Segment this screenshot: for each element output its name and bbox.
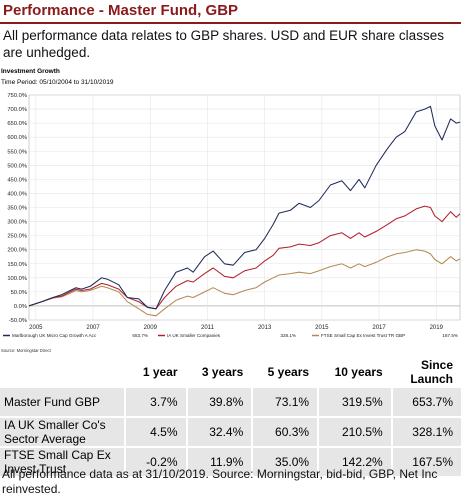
table-cell: 4.5% bbox=[123, 416, 187, 447]
title-bar: Performance - Master Fund, GBP bbox=[0, 0, 461, 24]
footnote: All performance data as at 31/10/2019. S… bbox=[2, 467, 438, 496]
table-cell: 35.0% bbox=[251, 446, 319, 476]
x-tick-label: 2015 bbox=[315, 325, 329, 331]
row-label: IA UK Smaller Co's Sector Average bbox=[0, 416, 125, 447]
y-tick-label: 0.0% bbox=[14, 304, 27, 310]
table-cell: 142.2% bbox=[317, 446, 392, 476]
legend: Marlborough UK Micro Cap Growth A Acc 653… bbox=[3, 333, 458, 338]
table-cell: 73.1% bbox=[251, 386, 319, 417]
x-axis-ticks: 2005 2007 2009 2011 2013 2015 2017 2019 bbox=[29, 325, 443, 331]
legend-value: 167.5% bbox=[442, 333, 458, 338]
y-tick-label: 600.0% bbox=[7, 135, 27, 141]
chart-title: Investment Growth bbox=[1, 68, 60, 75]
y-tick-label: 450.0% bbox=[7, 177, 27, 183]
y-tick-label: 500.0% bbox=[7, 163, 27, 169]
row-label: Master Fund GBP bbox=[0, 386, 125, 417]
table-cell: 11.9% bbox=[185, 446, 253, 476]
table-header-cell bbox=[0, 358, 125, 387]
table-row: IA UK Smaller Co's Sector Average 4.5% 3… bbox=[0, 416, 461, 447]
y-tick-label: 750.0% bbox=[7, 93, 27, 99]
x-tick-label: 2017 bbox=[372, 325, 386, 331]
investment-growth-chart: Investment Growth Time Period: 05/10/200… bbox=[1, 68, 461, 353]
y-tick-label: 650.0% bbox=[7, 121, 27, 127]
y-tick-label: 550.0% bbox=[7, 149, 27, 155]
y-tick-label: -50.0% bbox=[9, 318, 27, 324]
y-axis-ticks: -50.0% 0.0% 50.0% 100.0% 150.0% 200.0% 250.0% 3… bbox=[7, 93, 27, 324]
table-header-row: 1 year 3 years 5 years 10 years Since La… bbox=[0, 358, 461, 387]
x-tick-label: 2011 bbox=[201, 325, 215, 331]
table-cell: 3.7% bbox=[123, 386, 187, 417]
table-row: FTSE Small Cap Ex Invest Trust -0.2% 11.… bbox=[0, 446, 461, 476]
table-cell: -0.2% bbox=[123, 446, 187, 476]
x-tick-label: 2009 bbox=[144, 325, 158, 331]
table-cell: 319.5% bbox=[317, 386, 392, 417]
chart-subtitle: Time Period: 05/10/2004 to 31/10/2019 bbox=[1, 79, 114, 86]
table-header-cell: Since Launch bbox=[390, 358, 461, 387]
y-tick-label: 700.0% bbox=[7, 107, 27, 113]
table-cell: 167.5% bbox=[390, 446, 461, 476]
table-cell: 39.8% bbox=[185, 386, 253, 417]
y-tick-label: 150.0% bbox=[7, 262, 27, 268]
series-line bbox=[28, 105, 461, 310]
intro-text: All performance data relates to GBP shar… bbox=[3, 28, 444, 60]
table-header-cell: 1 year bbox=[123, 358, 187, 387]
y-tick-label: 350.0% bbox=[7, 206, 27, 212]
page-title: Performance - Master Fund, GBP bbox=[3, 2, 239, 19]
chart-source: Source: Morningstar Direct bbox=[1, 348, 52, 353]
row-label: FTSE Small Cap Ex Invest Trust bbox=[0, 446, 125, 476]
y-tick-label: 300.0% bbox=[7, 220, 27, 226]
table-header-cell: 3 years bbox=[185, 358, 253, 387]
y-tick-label: 100.0% bbox=[7, 276, 27, 282]
legend-label: FTSE Small Cap Ex Invest Trust TR GBP bbox=[321, 333, 405, 338]
legend-label: IA UK Smaller Companies bbox=[167, 333, 221, 338]
x-tick-label: 2007 bbox=[86, 325, 100, 331]
series-line bbox=[28, 249, 461, 317]
table-row: Master Fund GBP 3.7% 39.8% 73.1% 319.5% … bbox=[0, 386, 461, 417]
table-header-cell: 10 years bbox=[317, 358, 392, 387]
y-tick-label: 200.0% bbox=[7, 248, 27, 254]
x-tick-label: 2019 bbox=[430, 325, 444, 331]
table-cell: 210.5% bbox=[317, 416, 392, 447]
x-tick-label: 2013 bbox=[258, 325, 272, 331]
table-cell: 60.3% bbox=[251, 416, 319, 447]
table-cell: 328.1% bbox=[390, 416, 461, 447]
y-tick-label: 400.0% bbox=[7, 191, 27, 197]
y-tick-label: 50.0% bbox=[11, 290, 27, 296]
legend-value: 653.7% bbox=[132, 333, 148, 338]
legend-value: 328.1% bbox=[280, 333, 296, 338]
series-line bbox=[28, 205, 461, 310]
y-tick-label: 250.0% bbox=[7, 234, 27, 240]
performance-table: 1 year 3 years 5 years 10 years Since La… bbox=[0, 358, 461, 476]
table-cell: 653.7% bbox=[390, 386, 461, 417]
table-cell: 32.4% bbox=[185, 416, 253, 447]
legend-label: Marlborough UK Micro Cap Growth A Acc bbox=[12, 333, 97, 338]
table-header-cell: 5 years bbox=[251, 358, 319, 387]
series-lines bbox=[28, 105, 461, 317]
x-tick-label: 2005 bbox=[29, 325, 43, 331]
grid-lines bbox=[29, 94, 460, 321]
